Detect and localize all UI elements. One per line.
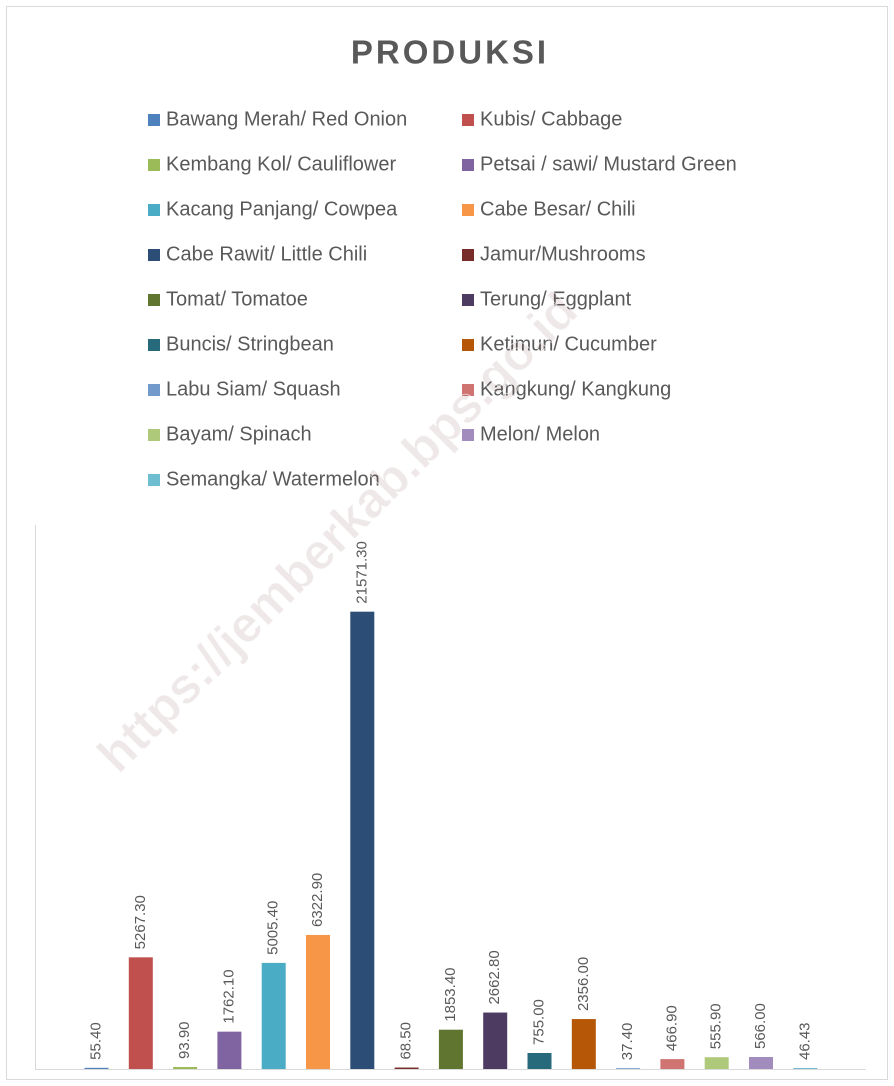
value-label: 46.43 [796, 1022, 813, 1060]
legend-label: Semangka/ Watermelon [166, 468, 380, 490]
bar [217, 1031, 242, 1069]
legend-label: Bawang Merah/ Red Onion [166, 108, 407, 130]
value-label: 1762.10 [220, 969, 237, 1023]
bar [306, 934, 330, 1069]
legend-label: Jamur/Mushrooms [480, 243, 646, 265]
legend-label: Petsai / sawi/ Mustard Green [480, 153, 737, 175]
legend-label: Bayam/ Spinach [166, 423, 312, 445]
legend-label: Kacang Panjang/ Cowpea [166, 198, 398, 220]
legend-swatch [148, 474, 160, 486]
legend-swatch [148, 159, 160, 171]
bar [438, 1029, 463, 1069]
legend-swatch [148, 384, 160, 396]
value-label: 566.00 [752, 1003, 769, 1049]
value-label: 466.90 [663, 1005, 680, 1051]
value-label: 5005.40 [265, 901, 282, 955]
legend-label: Ketimun/ Cucumber [480, 333, 657, 355]
legend-swatch [148, 294, 160, 306]
legend-swatch [462, 384, 474, 396]
legend-label: Terung/ Eggplant [480, 288, 632, 310]
legend-swatch [462, 294, 474, 306]
legend-label: Cabe Rawit/ Little Chili [166, 243, 367, 265]
bar [128, 957, 153, 1069]
value-label: 5267.30 [132, 895, 149, 949]
legend-swatch [462, 249, 474, 261]
bar [660, 1059, 685, 1069]
bar [394, 1067, 419, 1069]
value-label: 6322.90 [309, 873, 326, 927]
legend-label: Buncis/ Stringbean [166, 333, 334, 355]
bar [527, 1052, 552, 1069]
value-label: 2356.00 [575, 957, 592, 1011]
legend-swatch [148, 204, 160, 216]
value-label: 555.90 [708, 1003, 725, 1049]
chart-title: PRODUKSI [351, 34, 549, 71]
value-label: 37.40 [619, 1023, 636, 1061]
bar [261, 962, 286, 1069]
legend-swatch [462, 429, 474, 441]
legend-swatch [462, 114, 474, 126]
legend-label: Cabe Besar/ Chili [480, 198, 636, 220]
legend-label: Labu Siam/ Squash [166, 378, 341, 400]
bar [483, 1012, 508, 1069]
legend-swatch [148, 249, 160, 261]
legend-swatch [462, 159, 474, 171]
bar [571, 1019, 596, 1069]
value-label: 2662.80 [486, 950, 503, 1004]
value-label: 21571.30 [353, 541, 370, 604]
value-label: 755.00 [530, 999, 547, 1045]
bar [350, 611, 375, 1069]
legend-label: Kembang Kol/ Cauliflower [166, 153, 396, 175]
legend-swatch [148, 339, 160, 351]
legend-label: Tomat/ Tomatoe [166, 288, 308, 310]
bar [704, 1057, 729, 1069]
legend-swatch [462, 339, 474, 351]
value-label: 68.50 [398, 1022, 415, 1060]
legend-swatch [462, 204, 474, 216]
legend-swatch [148, 429, 160, 441]
bar [616, 1068, 641, 1069]
chart-border [6, 6, 888, 1080]
bar [793, 1068, 818, 1069]
bar [84, 1067, 109, 1069]
value-label: 55.40 [87, 1022, 104, 1060]
legend-swatch [148, 114, 160, 126]
bar [173, 1067, 198, 1069]
value-label: 93.90 [176, 1021, 193, 1059]
legend-label: Melon/ Melon [480, 423, 600, 445]
bar [749, 1057, 773, 1069]
value-label: 1853.40 [442, 967, 459, 1021]
legend-label: Kubis/ Cabbage [480, 108, 622, 130]
legend-label: Kangkung/ Kangkung [480, 378, 671, 400]
